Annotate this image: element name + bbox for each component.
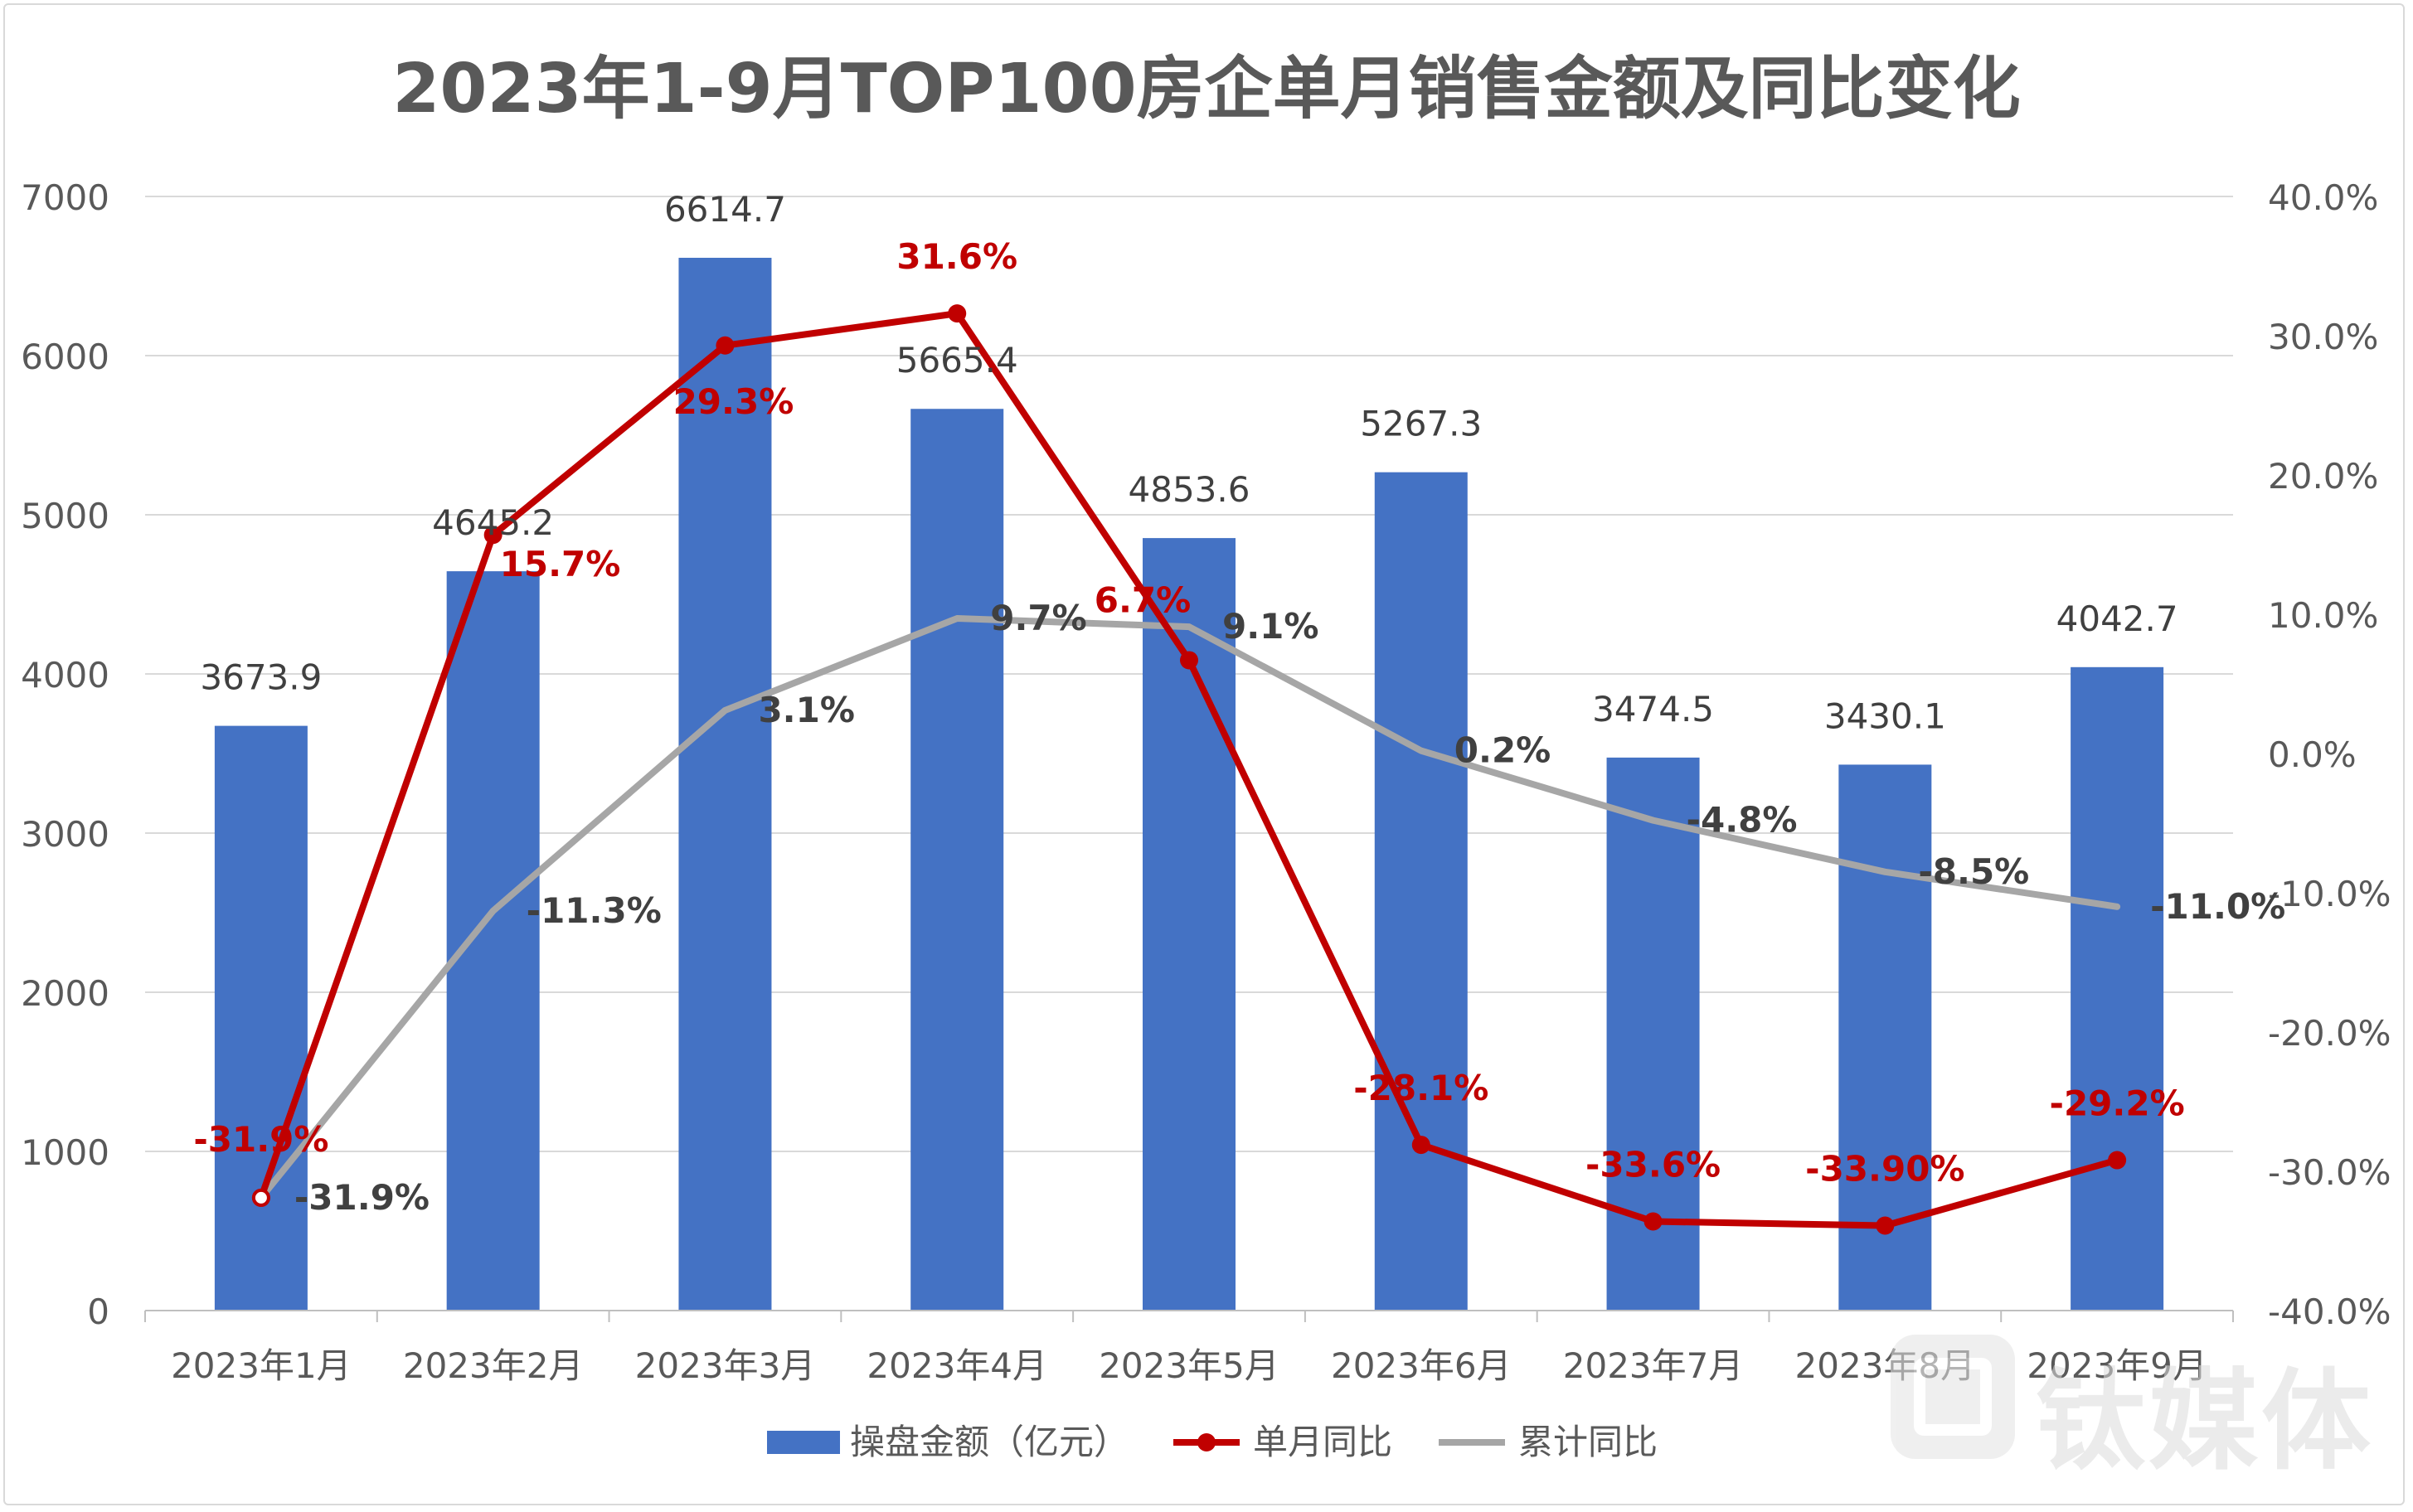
line-point xyxy=(1180,651,1198,670)
y-right-tick-label: 10.0% xyxy=(2268,595,2378,636)
bar xyxy=(2071,666,2164,1311)
y-left-tick-label: 6000 xyxy=(21,337,109,377)
y-left-tick-label: 4000 xyxy=(21,655,109,695)
tmt-logo-icon xyxy=(1891,1335,2015,1459)
line-series xyxy=(251,304,2127,1235)
watermark: 钛媒体 xyxy=(1891,1326,2380,1485)
x-tick-label: 2023年3月 xyxy=(635,1345,816,1386)
x-tick-label: 2023年4月 xyxy=(867,1345,1047,1386)
x-tick-label: 2023年5月 xyxy=(1099,1345,1279,1386)
bar-value-label: 4853.6 xyxy=(1129,469,1250,510)
y-left-tick-label: 1000 xyxy=(21,1132,109,1173)
bar xyxy=(678,257,772,1311)
bar-value-label: 4042.7 xyxy=(2056,598,2178,639)
y-left-tick-label: 5000 xyxy=(21,496,109,536)
cumulative-value-label: 0.2% xyxy=(1454,730,1551,771)
y-right-tick-label: 30.0% xyxy=(2268,317,2378,357)
cumulative-value-label: -11.0% xyxy=(2150,886,2285,927)
cumulative-value-label: 3.1% xyxy=(758,690,854,730)
bar xyxy=(1374,472,1468,1311)
cumulative-value-label: -8.5% xyxy=(1918,851,2029,892)
bar xyxy=(214,725,308,1311)
y-left-tick-label: 0 xyxy=(87,1292,109,1332)
legend[interactable]: 操盘金额（亿元） 单月同比 累计同比 xyxy=(767,1422,1658,1462)
bar-value-label: 4645.2 xyxy=(432,502,554,543)
y-right-tick-label: -20.0% xyxy=(2268,1013,2391,1054)
legend-label: 操盘金额（亿元） xyxy=(850,1422,1129,1462)
line-point xyxy=(1411,1136,1430,1155)
data-labels: 3673.9 4645.2 6614.7 5665.4 4853.6 5267.3 3474… xyxy=(193,189,2285,1218)
y-right-tick-label: 40.0% xyxy=(2268,177,2378,218)
monthly-value-label: 31.6% xyxy=(896,236,1017,277)
bar-value-label: 3430.1 xyxy=(1824,695,1946,736)
bar-value-label: 5267.3 xyxy=(1360,404,1482,444)
bar-value-label: 3474.5 xyxy=(1592,689,1714,729)
bar xyxy=(446,571,540,1311)
y-right-tick-label: 20.0% xyxy=(2268,456,2378,497)
monthly-value-label: -33.6% xyxy=(1585,1144,1721,1185)
legend-item[interactable]: 单月同比 xyxy=(1173,1422,1392,1462)
y-left-tick-label: 7000 xyxy=(21,177,109,218)
y-right-tick-label: -30.0% xyxy=(2268,1152,2391,1193)
watermark-text: 钛媒体 xyxy=(2036,1358,2374,1485)
legend-swatch-bar xyxy=(767,1431,840,1454)
line-point xyxy=(2108,1151,2127,1170)
legend-label: 累计同比 xyxy=(1518,1422,1658,1462)
x-tick-label: 2023年6月 xyxy=(1331,1345,1512,1386)
monthly-value-label: 15.7% xyxy=(500,544,621,584)
x-tick-label: 2023年7月 xyxy=(1563,1345,1744,1386)
x-tick-label: 2023年2月 xyxy=(403,1345,584,1386)
cumulative-value-label: -31.9% xyxy=(294,1177,430,1218)
line-point xyxy=(483,526,503,545)
x-tick-label: 2023年9月 xyxy=(2027,1345,2207,1386)
legend-swatch-marker xyxy=(1197,1433,1216,1451)
bar-value-label: 6614.7 xyxy=(664,189,786,230)
chart-title: 2023年1-9月TOP100房企单月销售金额及同比变化 xyxy=(392,50,2020,128)
line-point xyxy=(1643,1212,1663,1231)
line-cumulative xyxy=(257,615,2121,1201)
line-point xyxy=(716,336,735,355)
monthly-value-label: -29.2% xyxy=(2050,1083,2185,1124)
cumulative-value-label: -11.3% xyxy=(527,890,662,931)
y-left-tick-label: 3000 xyxy=(21,814,109,855)
line-point xyxy=(251,1188,270,1207)
cumulative-value-label: 9.7% xyxy=(990,598,1086,638)
line-point xyxy=(1876,1216,1895,1235)
y-right-tick-label: -10.0% xyxy=(2268,874,2391,914)
monthly-value-label: -33.90% xyxy=(1805,1149,1964,1190)
y-left-tick-label: 2000 xyxy=(21,973,109,1014)
bar-value-label: 3673.9 xyxy=(200,657,322,698)
legend-label: 单月同比 xyxy=(1253,1422,1392,1462)
legend-item[interactable]: 操盘金额（亿元） xyxy=(767,1422,1129,1462)
monthly-value-label: 6.7% xyxy=(1095,579,1191,620)
y-right-tick-label: -40.0% xyxy=(2268,1292,2391,1332)
bar xyxy=(910,409,1004,1311)
monthly-value-label: -31.9% xyxy=(193,1119,328,1160)
legend-item[interactable]: 累计同比 xyxy=(1439,1422,1658,1462)
monthly-value-label: -28.1% xyxy=(1353,1068,1488,1108)
line-point xyxy=(948,304,967,323)
cumulative-value-label: -4.8% xyxy=(1687,800,1798,841)
x-tick-label: 2023年1月 xyxy=(171,1345,352,1386)
monthly-value-label: 29.3% xyxy=(673,381,794,422)
bar-value-label: 5665.4 xyxy=(896,340,1018,380)
y-right-tick-label: 0.0% xyxy=(2268,734,2357,775)
cumulative-value-label: 9.1% xyxy=(1222,606,1318,647)
